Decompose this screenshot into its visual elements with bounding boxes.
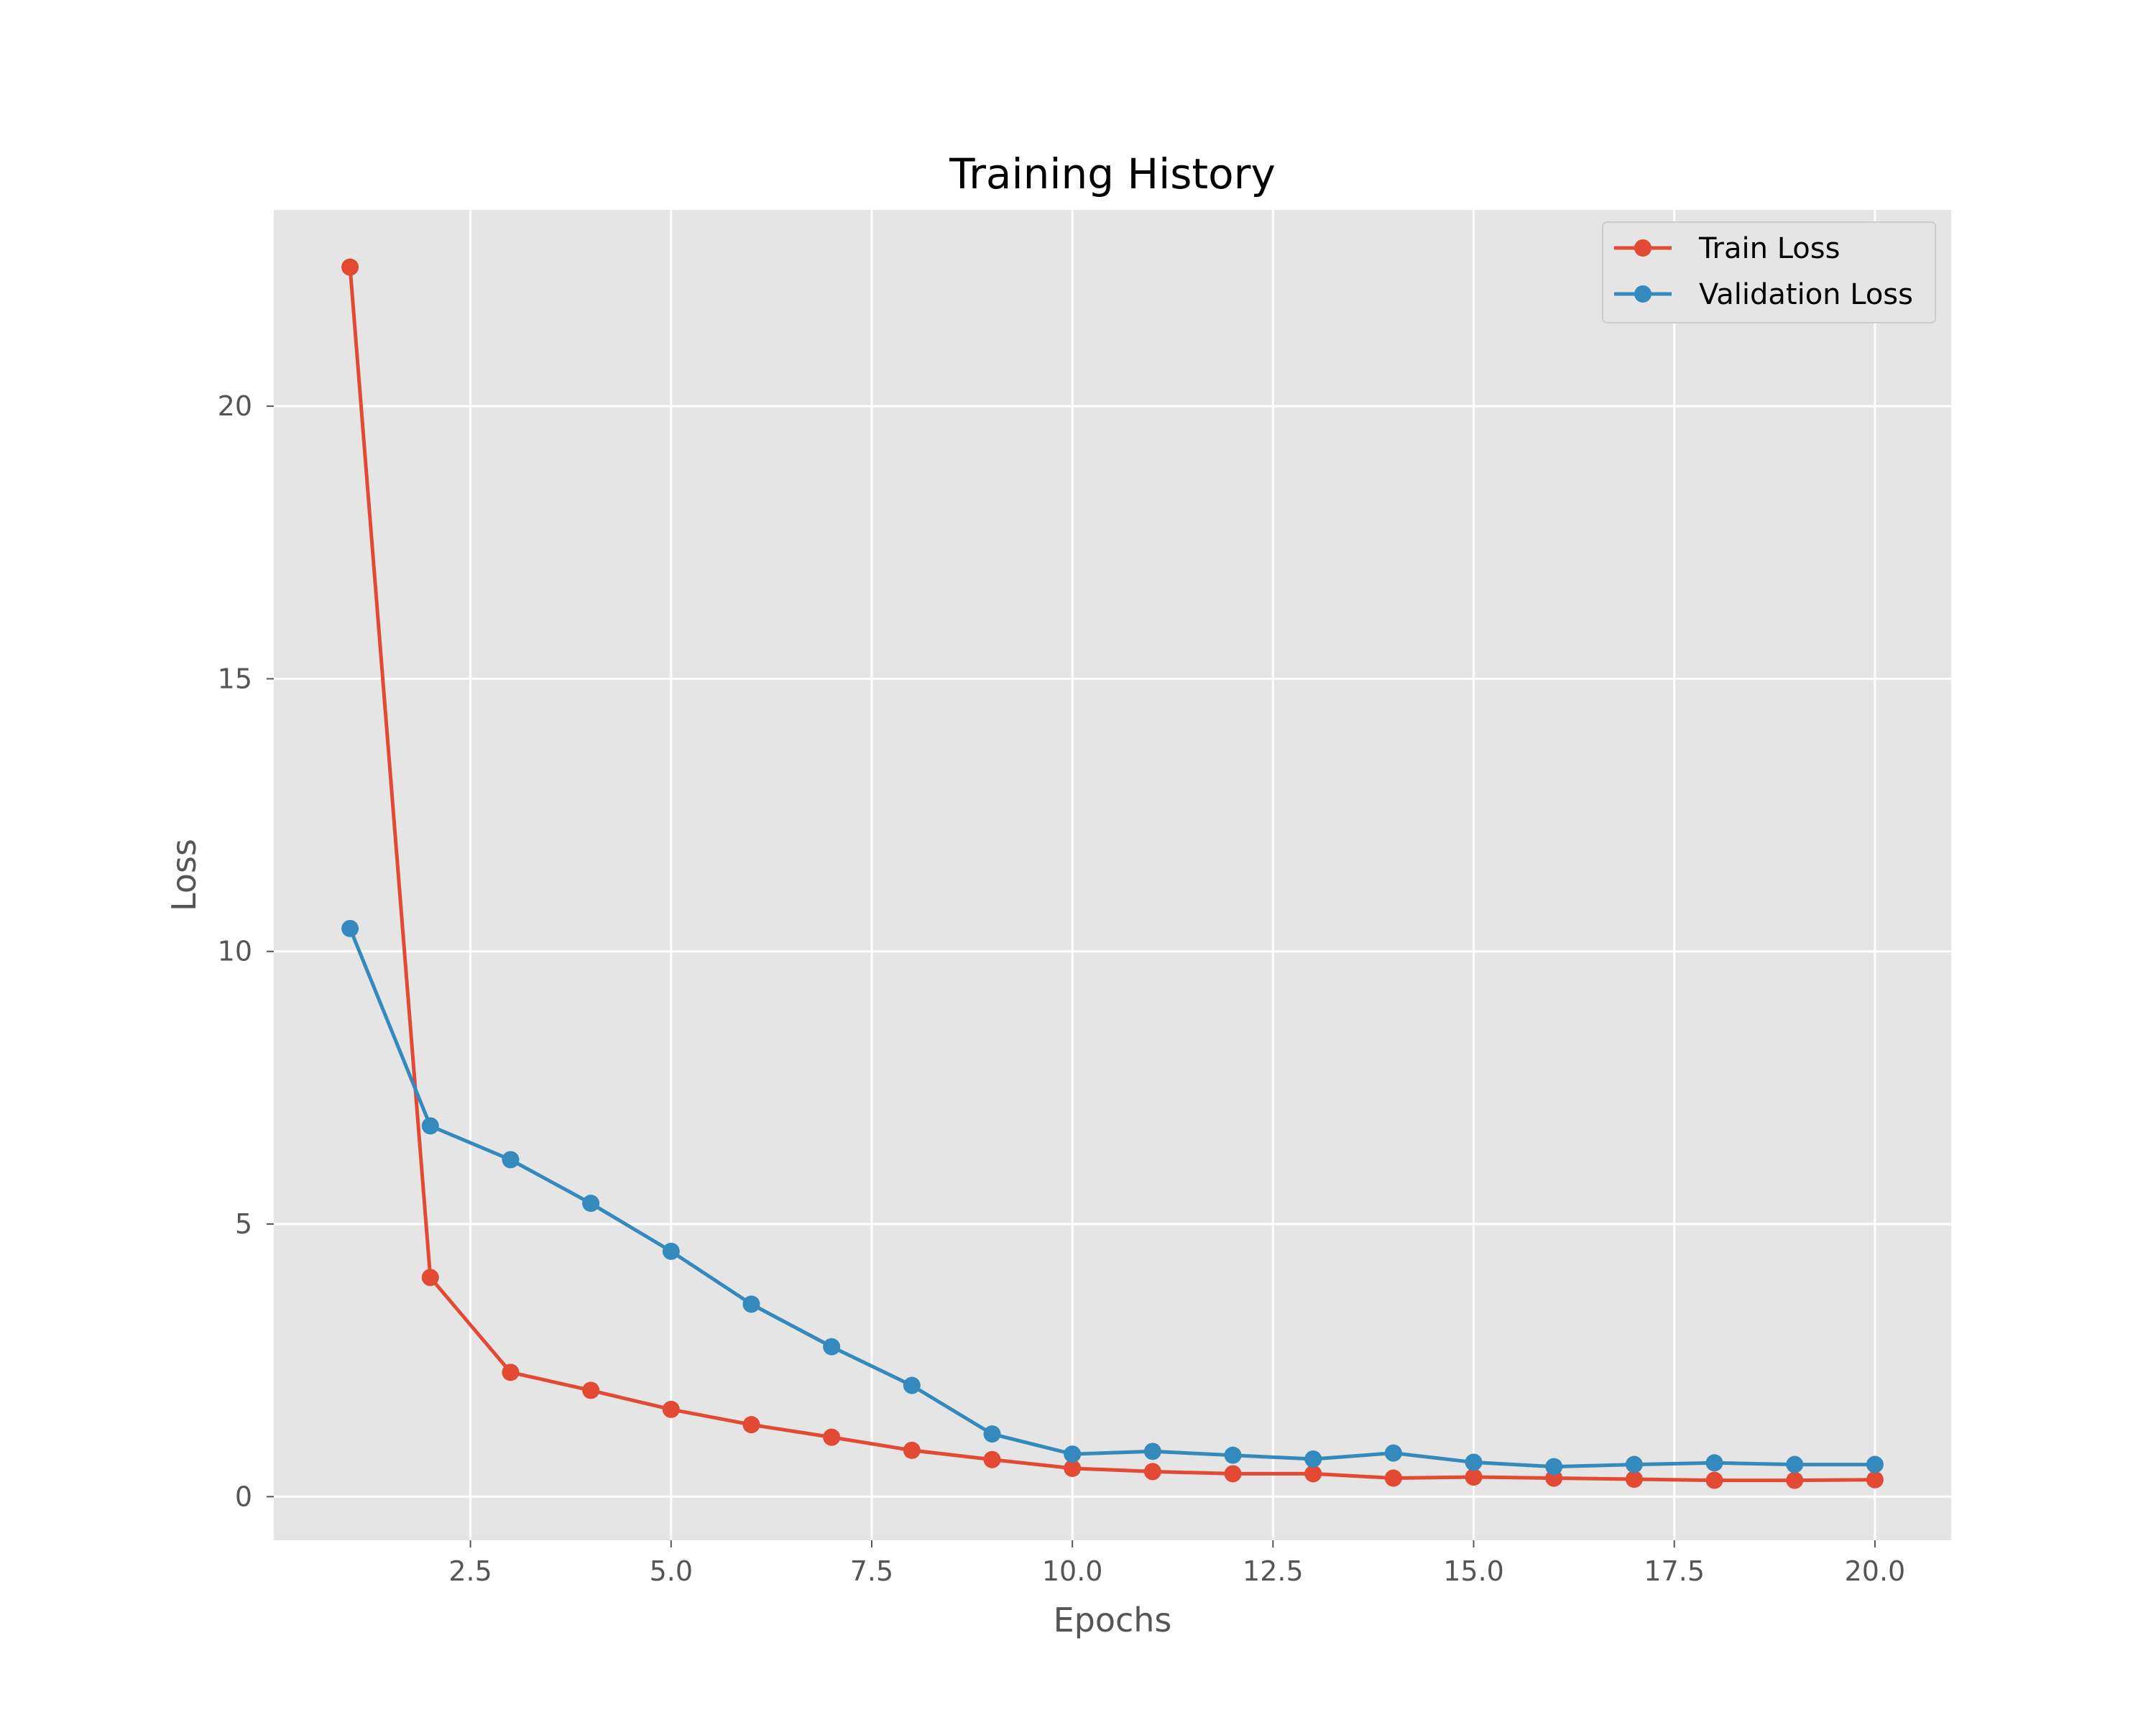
- y-tick-label: 20: [218, 390, 252, 422]
- x-tick-label: 7.5: [850, 1555, 893, 1587]
- y-tick-label: 10: [218, 936, 252, 967]
- data-point: [1465, 1468, 1483, 1486]
- series-line: [348, 927, 1875, 1469]
- data-point: [1705, 1454, 1723, 1472]
- series-layer: [341, 258, 1884, 1489]
- legend-label: Train Loss: [1698, 232, 1840, 265]
- data-point: [823, 1338, 841, 1356]
- data-point: [1625, 1455, 1643, 1473]
- data-point: [341, 258, 359, 276]
- data-point: [742, 1295, 760, 1313]
- x-tick-label: 12.5: [1243, 1555, 1304, 1587]
- data-point: [1786, 1455, 1804, 1473]
- x-tick-label: 20.0: [1845, 1555, 1906, 1587]
- data-point: [1224, 1446, 1242, 1464]
- series-line: [348, 267, 1875, 1483]
- data-point: [1384, 1444, 1402, 1462]
- data-point: [1143, 1443, 1161, 1460]
- data-point: [903, 1376, 921, 1394]
- x-tick-label: 17.5: [1644, 1555, 1705, 1587]
- data-point: [1625, 1471, 1643, 1489]
- data-point: [1866, 1455, 1884, 1473]
- x-axis-label: Epochs: [1054, 1601, 1172, 1639]
- data-point: [502, 1363, 520, 1381]
- y-axis-ticks: 0 5 10 15 20: [218, 390, 274, 1512]
- data-point: [1224, 1465, 1242, 1483]
- x-tick-label: 2.5: [448, 1555, 492, 1587]
- data-point: [742, 1416, 760, 1434]
- data-point: [662, 1400, 680, 1418]
- legend-label: Validation Loss: [1699, 278, 1913, 311]
- data-point: [1143, 1463, 1161, 1481]
- data-point: [662, 1242, 680, 1260]
- data-point: [341, 919, 359, 937]
- data-point: [1705, 1471, 1723, 1489]
- data-point: [823, 1428, 841, 1446]
- data-point: [502, 1151, 520, 1169]
- data-point: [1064, 1445, 1082, 1463]
- series-validation-loss: [341, 919, 1884, 1476]
- data-point: [421, 1269, 439, 1287]
- x-tick-label: 10.0: [1042, 1555, 1103, 1587]
- data-point: [1304, 1450, 1322, 1468]
- grid-lines: [274, 210, 1951, 1540]
- data-point: [903, 1441, 921, 1459]
- x-axis-ticks: 2.5 5.0 7.5 10.0 12.5 15.0 17.5 20.0: [448, 1540, 1905, 1587]
- y-tick-label: 0: [235, 1481, 252, 1512]
- legend-marker: [1634, 239, 1651, 257]
- chart-title: Training History: [949, 150, 1276, 198]
- x-tick-label: 15.0: [1443, 1555, 1504, 1587]
- data-point: [1786, 1471, 1804, 1489]
- data-point: [421, 1117, 439, 1135]
- y-tick-label: 15: [218, 663, 252, 694]
- data-point: [983, 1450, 1001, 1468]
- data-point: [582, 1195, 600, 1213]
- data-point: [1465, 1453, 1483, 1471]
- y-tick-label: 5: [235, 1208, 252, 1240]
- legend: Train Loss Validation Loss: [1602, 221, 1936, 323]
- legend-marker: [1634, 285, 1651, 303]
- data-point: [1384, 1469, 1402, 1487]
- legend-item: Train Loss: [1614, 232, 1840, 265]
- data-point: [1304, 1465, 1322, 1483]
- x-tick-label: 5.0: [650, 1555, 693, 1587]
- data-point: [1866, 1471, 1884, 1489]
- y-axis-label: Loss: [165, 839, 203, 911]
- data-point: [1064, 1459, 1082, 1477]
- legend-item: Validation Loss: [1614, 278, 1913, 311]
- legend-box: [1602, 221, 1936, 323]
- data-point: [582, 1381, 600, 1399]
- plot-area: [274, 210, 1951, 1540]
- data-point: [983, 1425, 1001, 1443]
- data-point: [1545, 1458, 1563, 1476]
